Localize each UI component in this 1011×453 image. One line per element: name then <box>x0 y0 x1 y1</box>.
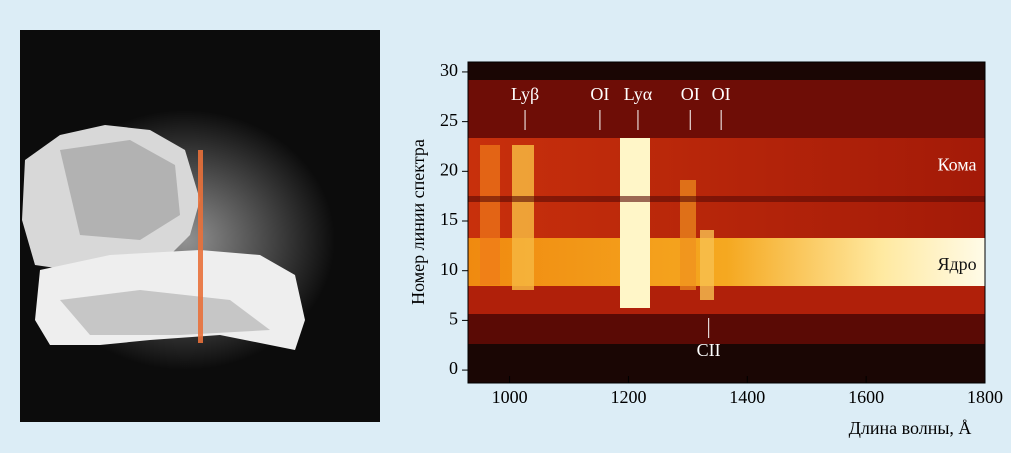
line-label: OI <box>681 84 700 104</box>
y-tick-label: 0 <box>449 358 458 378</box>
y-axis-label: Номер линии спектра <box>408 139 428 305</box>
y-tick-label: 10 <box>440 259 458 279</box>
x-tick-label: 1000 <box>492 387 528 407</box>
x-tick-label: 1600 <box>848 387 884 407</box>
y-tick-label: 15 <box>440 209 458 229</box>
line-label: CII <box>697 340 721 360</box>
y-tick-label: 5 <box>449 309 458 329</box>
y-tick-label: 30 <box>440 60 458 80</box>
x-tick-label: 1800 <box>967 387 1003 407</box>
region-label: Кома <box>937 154 976 174</box>
line-label: OI <box>712 84 731 104</box>
plot-frame <box>467 61 986 384</box>
line-label: OI <box>590 84 609 104</box>
x-tick-label: 1200 <box>610 387 646 407</box>
y-tick-label: 20 <box>440 159 458 179</box>
y-tick-label: 25 <box>440 110 458 130</box>
line-label: Lyα <box>624 84 653 104</box>
x-tick-label: 1400 <box>729 387 765 407</box>
line-label: Lyβ <box>511 84 539 104</box>
spectrum-image <box>468 62 985 383</box>
region-label: Ядро <box>937 254 976 274</box>
x-axis-label: Длина волны, Å <box>849 418 972 438</box>
comet-image <box>20 30 380 422</box>
